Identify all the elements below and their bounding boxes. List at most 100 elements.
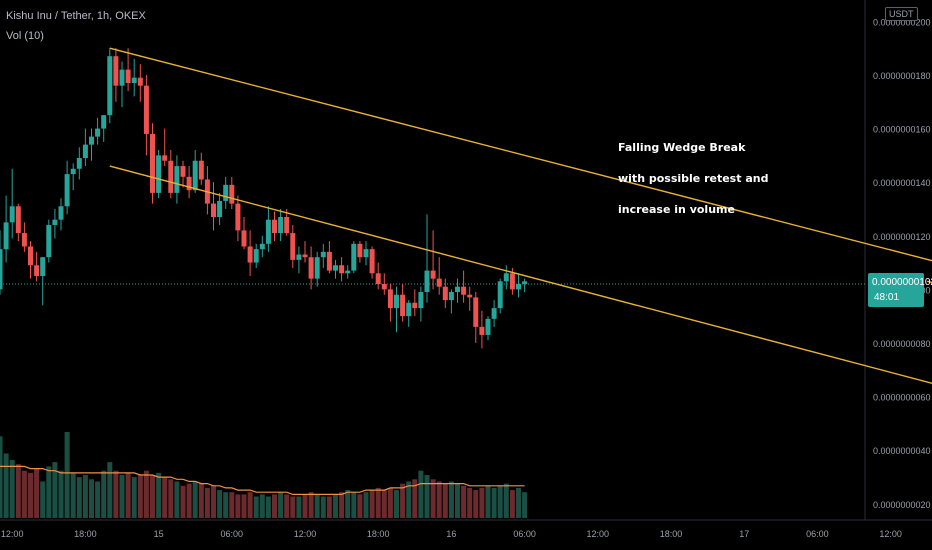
symbol-title[interactable]: Kishu Inu / Tether, 1h, OKEX	[6, 10, 146, 22]
volume-bar	[485, 485, 491, 518]
candle-body	[64, 174, 70, 207]
currency-badge[interactable]: USDT	[885, 7, 918, 21]
volume-indicator-label[interactable]: Vol (10)	[6, 30, 44, 42]
volume-bar	[394, 490, 399, 518]
candle-body	[455, 286, 460, 293]
candle-body	[485, 318, 491, 335]
candle-body	[424, 270, 430, 293]
candle-body	[28, 246, 33, 266]
volume-bar	[418, 470, 424, 518]
candle-body	[76, 158, 82, 169]
candle-body	[192, 160, 198, 191]
candle-body	[461, 286, 467, 295]
volume-bar	[229, 492, 235, 518]
volume-bar	[259, 494, 265, 518]
bar-countdown: 48:01	[874, 292, 900, 303]
volume-bar	[113, 470, 119, 518]
volume-bar	[314, 494, 320, 518]
candle-body	[162, 155, 168, 161]
volume-bar	[241, 494, 247, 518]
last-price-label: 0.0000000102 48:01	[868, 273, 932, 307]
candle-body	[308, 257, 314, 279]
candle-body	[168, 160, 174, 193]
candle-body	[339, 265, 345, 274]
candle-body	[333, 265, 338, 271]
annotation-line-2: with possible retest and	[618, 172, 769, 185]
candle-body	[272, 219, 277, 234]
volume-bar	[186, 483, 192, 518]
time-tick-label: 06:00	[221, 529, 244, 539]
volume-bar	[40, 481, 46, 518]
candle-body	[302, 254, 308, 258]
candle-body	[247, 246, 253, 263]
candle-body	[369, 249, 375, 274]
volume-bar	[284, 494, 290, 518]
candle-body	[522, 281, 528, 284]
volume-bar	[119, 475, 125, 518]
volume-bar	[448, 481, 454, 518]
volume-bar	[156, 472, 162, 518]
candle-body	[467, 294, 473, 298]
volume-bar	[357, 494, 363, 518]
time-tick-label: 12:00	[1, 529, 24, 539]
time-tick-label: 12:00	[294, 529, 317, 539]
candle-body	[52, 219, 58, 226]
volume-bar	[101, 470, 107, 518]
candle-body	[150, 133, 155, 193]
volume-bar	[290, 496, 296, 518]
volume-bar	[436, 481, 442, 518]
volume-bar	[381, 490, 387, 518]
volume-bar	[192, 481, 198, 518]
volume-bar	[143, 470, 149, 518]
candle-body	[95, 128, 101, 137]
volume-bar	[302, 494, 308, 518]
candle-body	[186, 176, 192, 191]
volume-bar	[180, 485, 186, 518]
candle-body	[253, 249, 259, 263]
candle-body	[34, 265, 40, 276]
volume-bar	[424, 475, 430, 518]
candle-body	[70, 168, 76, 175]
volume-bar	[430, 479, 436, 518]
volume-bar	[247, 492, 253, 518]
volume-bar	[174, 481, 180, 518]
volume-bar	[339, 492, 345, 518]
candle-body	[143, 85, 149, 134]
candle-body	[387, 289, 393, 309]
candle-body	[497, 281, 503, 309]
time-tick-label: 06:00	[806, 529, 829, 539]
candle-body	[516, 284, 521, 290]
volume-bar	[253, 496, 259, 518]
time-tick-label: 17	[739, 529, 749, 539]
volume-bar	[278, 492, 284, 518]
candle-body	[0, 249, 3, 290]
volume-bar	[15, 464, 21, 518]
volume-bar	[326, 496, 332, 518]
volume-bar	[64, 432, 70, 518]
annotation-line-3: increase in volume	[618, 203, 735, 216]
volume-bar	[272, 494, 277, 518]
volume-bar	[497, 485, 503, 518]
candle-body	[412, 302, 418, 309]
candle-body	[430, 270, 436, 279]
volume-bar	[107, 462, 113, 518]
time-tick-label: 18:00	[367, 529, 390, 539]
time-tick-label: 15	[154, 529, 164, 539]
candle-body	[448, 292, 454, 301]
candle-body	[278, 217, 284, 234]
time-tick-label: 12:00	[587, 529, 610, 539]
candle-body	[375, 273, 381, 284]
candle-body	[235, 203, 241, 231]
candle-body	[107, 56, 113, 116]
volume-bar	[442, 483, 448, 518]
candle-body	[3, 222, 9, 250]
time-tick-label: 12:00	[879, 529, 902, 539]
channel-upper-line	[109, 47, 932, 262]
price-tick-label: 0.0000000160	[873, 125, 931, 135]
volume-bar	[162, 477, 168, 518]
candle-body	[217, 200, 223, 217]
price-tick-label: 0.0000000140	[873, 178, 931, 188]
candle-body	[131, 77, 137, 83]
volume-bar	[150, 475, 155, 518]
